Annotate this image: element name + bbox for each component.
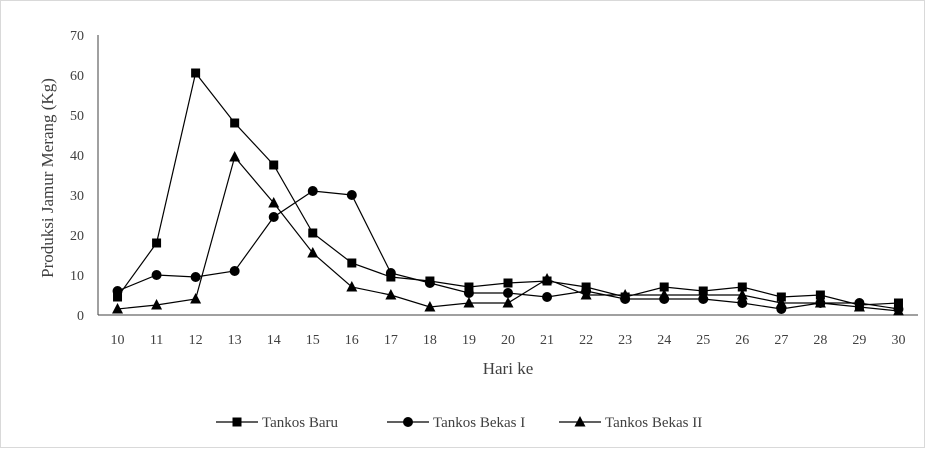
series-group: [112, 68, 904, 316]
data-point: [190, 272, 201, 282]
data-point: [542, 292, 553, 302]
legend-marker: [574, 416, 586, 427]
x-tick-label: 23: [618, 333, 632, 348]
data-point: [737, 282, 747, 292]
data-point: [112, 286, 123, 296]
x-tick-label: 20: [501, 333, 515, 348]
x-tick-label: 18: [423, 333, 437, 348]
data-point: [502, 297, 514, 308]
x-tick-label: 16: [345, 333, 359, 348]
data-point: [697, 289, 709, 300]
data-point: [815, 290, 825, 300]
data-point: [346, 190, 357, 200]
y-tick-label: 0: [77, 309, 84, 324]
data-point: [308, 228, 318, 238]
data-point: [775, 297, 787, 308]
y-tick-labels: 0 10 20 30 40 50 60 70: [70, 29, 84, 324]
data-point: [230, 118, 240, 128]
x-tick-label: 14: [267, 333, 281, 348]
data-point: [307, 247, 319, 258]
x-tick-label: 22: [579, 333, 593, 348]
y-tick-label: 20: [70, 229, 84, 244]
data-point: [268, 197, 280, 208]
data-point: [229, 266, 240, 276]
data-point: [385, 268, 396, 278]
data-point: [385, 289, 397, 300]
x-tick-label: 25: [696, 333, 710, 348]
data-point: [229, 151, 241, 162]
legend-item: Tankos Baru: [216, 415, 339, 431]
data-point: [113, 292, 123, 302]
data-point: [853, 301, 865, 312]
data-point: [346, 281, 358, 292]
data-point: [814, 297, 826, 308]
data-point: [658, 289, 670, 300]
data-point: [152, 238, 162, 248]
y-tick-label: 50: [70, 109, 84, 124]
data-point: [580, 289, 592, 300]
data-point: [269, 160, 279, 170]
data-point: [424, 278, 435, 288]
data-point: [268, 212, 279, 222]
x-axis-title: Hari ke: [483, 359, 534, 378]
y-tick-label: 60: [70, 69, 84, 84]
data-point: [892, 305, 904, 316]
x-tick-label: 29: [852, 333, 866, 348]
legend-marker: [403, 417, 413, 427]
data-point: [736, 289, 748, 300]
data-point: [659, 282, 669, 292]
y-tick-label: 70: [70, 29, 84, 44]
data-point: [424, 301, 436, 312]
data-point: [190, 293, 202, 304]
data-point: [541, 273, 553, 284]
data-point: [463, 297, 475, 308]
series-line: [117, 155, 899, 312]
data-point: [151, 299, 163, 310]
series-tankos-bekas-ii: [112, 151, 904, 316]
data-point: [619, 289, 631, 300]
x-tick-label: 30: [891, 333, 905, 348]
x-tick-label: 28: [813, 333, 827, 348]
x-tick-label: 10: [111, 333, 125, 348]
series-tankos-bekas-i: [112, 186, 904, 314]
data-point: [463, 288, 474, 298]
data-point: [191, 68, 201, 78]
legend-label: Tankos Bekas II: [605, 415, 702, 431]
data-point: [112, 303, 124, 314]
data-point: [151, 270, 162, 280]
data-point: [464, 282, 474, 292]
data-point: [347, 258, 357, 268]
y-tick-label: 30: [70, 189, 84, 204]
legend-label: Tankos Bekas I: [433, 415, 525, 431]
x-tick-label: 12: [189, 333, 203, 348]
x-tick-label: 17: [384, 333, 398, 348]
legend: Tankos Baru Tankos Bekas I Tankos Bekas II: [216, 415, 702, 431]
axes: [97, 35, 918, 316]
y-axis-title: Produksi Jamur Merang (Kg): [38, 78, 57, 278]
x-tick-labels: 10 11 12 13 14 15 16 17 18 19 20 21 22 23 24 25 26 27 28 29…: [111, 333, 906, 348]
x-tick-label: 21: [540, 333, 554, 348]
x-tick-label: 19: [462, 333, 476, 348]
x-tick-label: 13: [228, 333, 242, 348]
data-point: [737, 298, 748, 308]
x-tick-label: 26: [735, 333, 749, 348]
x-tick-label: 27: [774, 333, 788, 348]
data-point: [503, 278, 513, 288]
x-tick-label: 24: [657, 333, 671, 348]
legend-item: Tankos Bekas II: [559, 415, 702, 431]
x-tick-label: 15: [306, 333, 320, 348]
data-point: [893, 298, 903, 308]
y-tick-label: 40: [70, 149, 84, 164]
data-point: [503, 288, 513, 298]
data-point: [307, 186, 318, 196]
x-tick-label: 11: [150, 333, 163, 348]
legend-marker: [232, 417, 242, 427]
legend-item: Tankos Bekas I: [387, 415, 525, 431]
y-tick-label: 10: [70, 269, 84, 284]
legend-label: Tankos Baru: [262, 415, 339, 431]
